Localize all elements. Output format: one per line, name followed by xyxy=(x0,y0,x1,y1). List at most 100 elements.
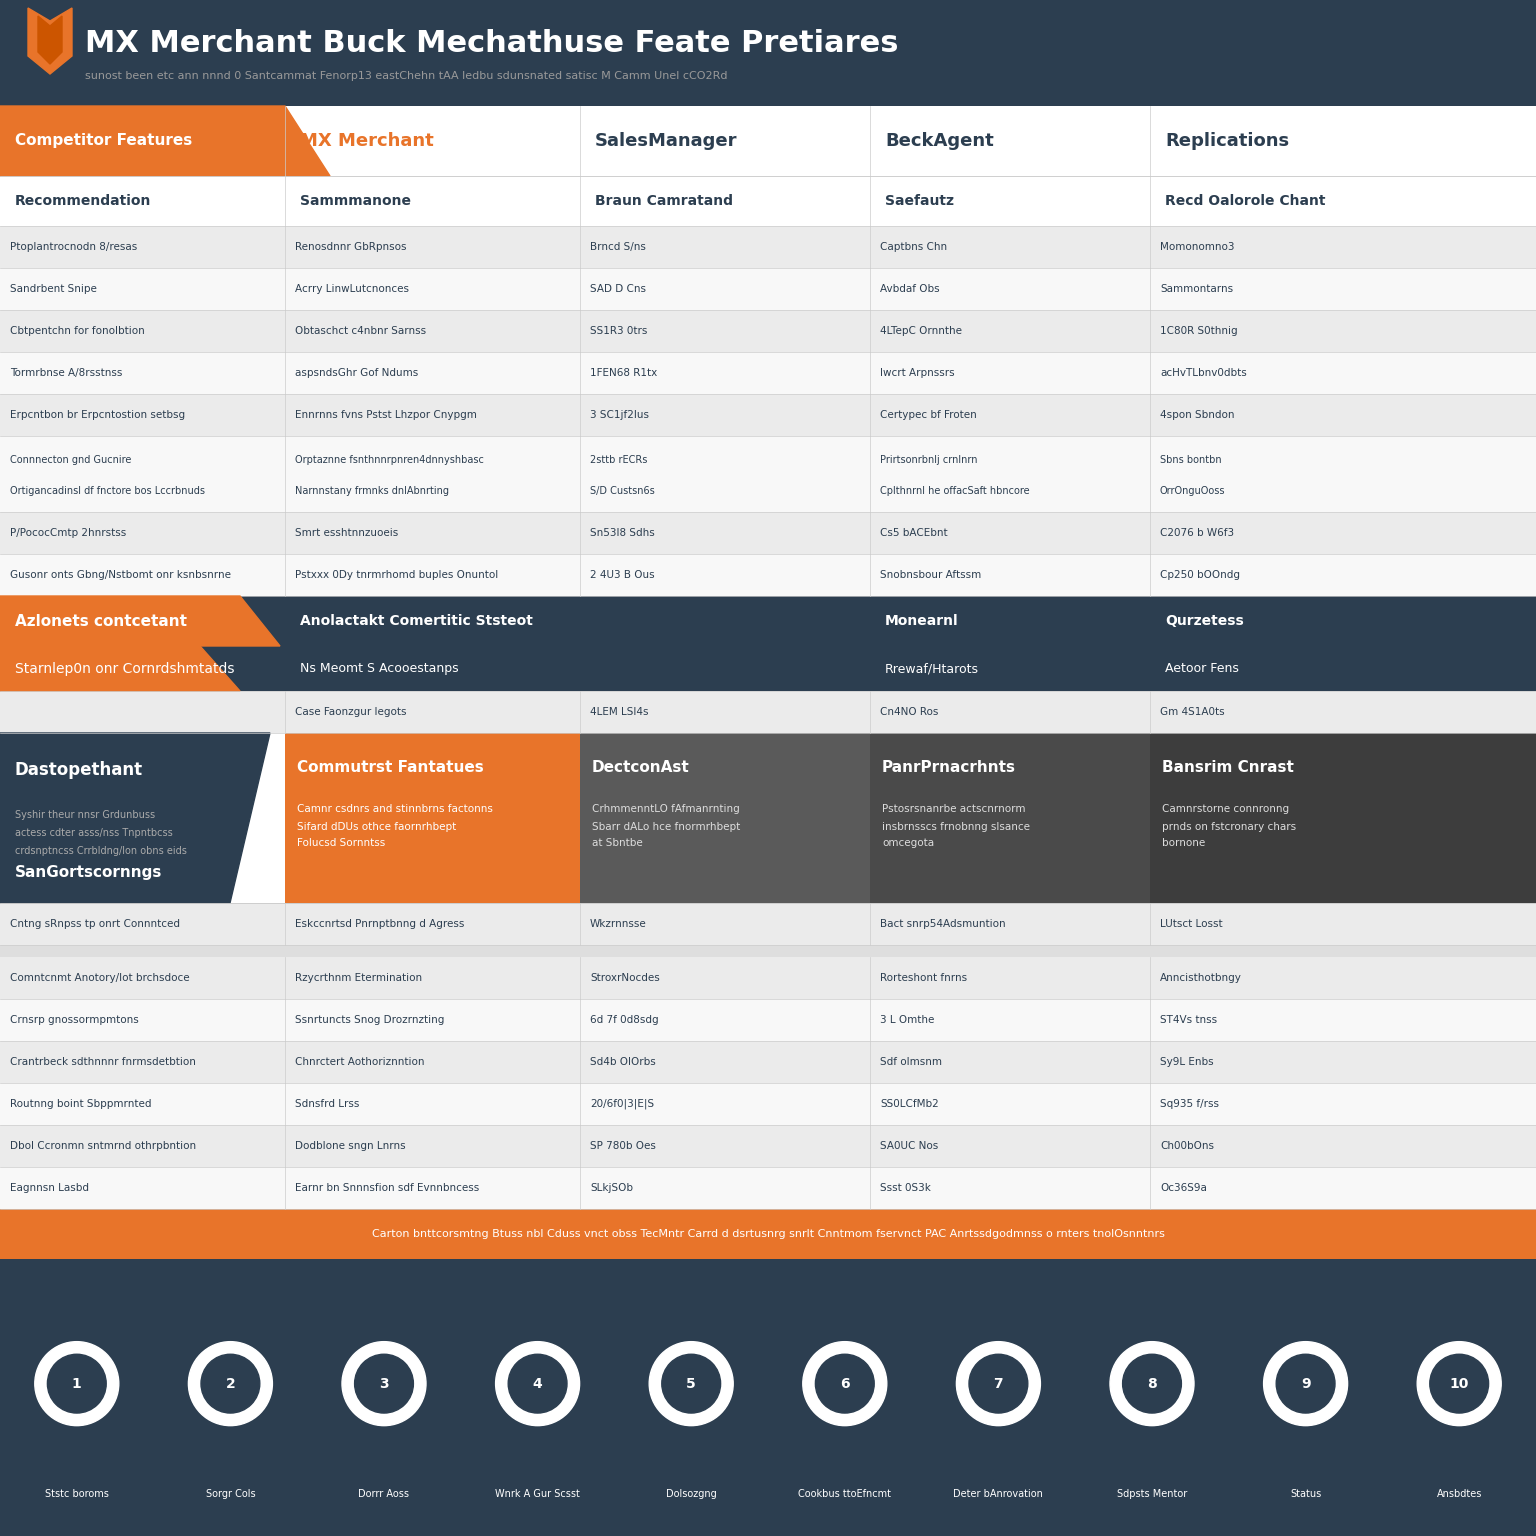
Text: Narnnstany frmnks dnlAbnrting: Narnnstany frmnks dnlAbnrting xyxy=(295,485,449,496)
Text: Ssst 0S3k: Ssst 0S3k xyxy=(880,1183,931,1193)
Text: Case Faonzgur legots: Case Faonzgur legots xyxy=(295,707,407,717)
Text: Chnrctert Aothoriznntion: Chnrctert Aothoriznntion xyxy=(295,1057,424,1068)
Text: Bansrim Cnrast: Bansrim Cnrast xyxy=(1163,759,1293,774)
Text: Sdf olmsnm: Sdf olmsnm xyxy=(880,1057,942,1068)
Text: Monearnl: Monearnl xyxy=(885,614,958,628)
Text: Azlonets contcetant: Azlonets contcetant xyxy=(15,613,187,628)
Text: SA0UC Nos: SA0UC Nos xyxy=(880,1141,938,1150)
Bar xyxy=(0,903,1536,945)
Text: lwcrt Arpnssrs: lwcrt Arpnssrs xyxy=(880,369,955,378)
Bar xyxy=(0,1260,1536,1536)
Circle shape xyxy=(1111,1341,1193,1425)
Text: Dastopethant: Dastopethant xyxy=(15,762,143,779)
Text: Routnng boint Sbppmrnted: Routnng boint Sbppmrnted xyxy=(11,1098,152,1109)
Text: at Sbntbe: at Sbntbe xyxy=(591,839,642,848)
Text: Wnrk A Gur Scsst: Wnrk A Gur Scsst xyxy=(495,1490,581,1499)
Text: Dolsozgng: Dolsozgng xyxy=(665,1490,717,1499)
Text: 1C80R S0thnig: 1C80R S0thnig xyxy=(1160,326,1238,336)
Text: Sd4b OlOrbs: Sd4b OlOrbs xyxy=(590,1057,656,1068)
Text: Ptoplantrocnodn 8/resas: Ptoplantrocnodn 8/resas xyxy=(11,243,137,252)
Text: Sandrbent Snipe: Sandrbent Snipe xyxy=(11,284,97,293)
Bar xyxy=(0,310,1536,352)
Text: Anolactakt Comertitic Ststeot: Anolactakt Comertitic Ststeot xyxy=(300,614,533,628)
Bar xyxy=(0,1041,1536,1083)
Text: Folucsd Sornntss: Folucsd Sornntss xyxy=(296,839,386,848)
Text: Rrewaf/Htarots: Rrewaf/Htarots xyxy=(885,662,978,674)
Text: Sdpsts Mentor: Sdpsts Mentor xyxy=(1117,1490,1187,1499)
Circle shape xyxy=(1123,1355,1181,1413)
Circle shape xyxy=(1430,1355,1488,1413)
Text: insbrnsscs frnobnng slsance: insbrnsscs frnobnng slsance xyxy=(882,822,1031,831)
Text: Cntng sRnpss tp onrt Connntced: Cntng sRnpss tp onrt Connntced xyxy=(11,919,180,929)
Circle shape xyxy=(662,1355,720,1413)
Text: Replications: Replications xyxy=(1164,132,1289,151)
Text: 20/6f0|3|E|S: 20/6f0|3|E|S xyxy=(590,1098,654,1109)
Circle shape xyxy=(816,1355,874,1413)
Text: Status: Status xyxy=(1290,1490,1321,1499)
Text: StroxrNocdes: StroxrNocdes xyxy=(590,972,660,983)
Polygon shape xyxy=(0,596,280,647)
Text: Ch00bOns: Ch00bOns xyxy=(1160,1141,1213,1150)
Circle shape xyxy=(803,1341,886,1425)
Text: sunost been etc ann nnnd 0 Santcammat Fenorp13 eastChehn tAA ledbu sdunsnated sa: sunost been etc ann nnnd 0 Santcammat Fe… xyxy=(84,71,728,81)
Bar xyxy=(1150,733,1536,903)
Text: Sn53l8 Sdhs: Sn53l8 Sdhs xyxy=(590,528,654,538)
Circle shape xyxy=(35,1341,118,1425)
Text: 3 L Omthe: 3 L Omthe xyxy=(880,1015,934,1025)
Text: Captbns Chn: Captbns Chn xyxy=(880,243,948,252)
Bar xyxy=(0,945,1536,957)
Text: SS1R3 0trs: SS1R3 0trs xyxy=(590,326,647,336)
Text: Recommendation: Recommendation xyxy=(15,194,152,207)
Text: Sy9L Enbs: Sy9L Enbs xyxy=(1160,1057,1213,1068)
Text: Cs5 bACEbnt: Cs5 bACEbnt xyxy=(880,528,948,538)
Text: Cbtpentchn for fonolbtion: Cbtpentchn for fonolbtion xyxy=(11,326,144,336)
Bar xyxy=(0,226,1536,267)
Text: Dorrr Aoss: Dorrr Aoss xyxy=(358,1490,410,1499)
Bar xyxy=(0,554,1536,596)
Text: Carton bnttcorsmtng Btuss nbl Cduss vnct obss TecMntr Carrd d dsrtusnrg snrlt Cn: Carton bnttcorsmtng Btuss nbl Cduss vnct… xyxy=(372,1229,1164,1240)
Text: Recd Oalorole Chant: Recd Oalorole Chant xyxy=(1164,194,1326,207)
Text: Ansbdtes: Ansbdtes xyxy=(1436,1490,1482,1499)
Text: Brncd S/ns: Brncd S/ns xyxy=(590,243,645,252)
Bar xyxy=(0,106,1536,177)
Text: Earnr bn Snnnsfion sdf Evnnbncess: Earnr bn Snnnsfion sdf Evnnbncess xyxy=(295,1183,479,1193)
Text: Bact snrp54Adsmuntion: Bact snrp54Adsmuntion xyxy=(880,919,1006,929)
Bar xyxy=(0,596,1536,647)
Text: Wkzrnnsse: Wkzrnnsse xyxy=(590,919,647,929)
Bar xyxy=(581,733,869,903)
Bar xyxy=(0,1167,1536,1209)
Text: DectconAst: DectconAst xyxy=(591,759,690,774)
Text: Ennrnns fvns Pstst Lhzpor Cnypgm: Ennrnns fvns Pstst Lhzpor Cnypgm xyxy=(295,410,476,419)
Text: Sifard dDUs othce faornrhbept: Sifard dDUs othce faornrhbept xyxy=(296,822,456,831)
Text: 6: 6 xyxy=(840,1376,849,1390)
Polygon shape xyxy=(28,8,72,74)
Text: Crnsrp gnossormpmtons: Crnsrp gnossormpmtons xyxy=(11,1015,138,1025)
Bar xyxy=(0,1124,1536,1167)
Text: SLkjSOb: SLkjSOb xyxy=(590,1183,633,1193)
Polygon shape xyxy=(0,106,330,177)
Text: 9: 9 xyxy=(1301,1376,1310,1390)
Text: Deter bAnrovation: Deter bAnrovation xyxy=(954,1490,1043,1499)
Bar xyxy=(0,267,1536,310)
Bar xyxy=(0,511,1536,554)
Text: CrhmmenntLO fAfmanrnting: CrhmmenntLO fAfmanrnting xyxy=(591,805,740,814)
Text: Connnecton gnd Gucnire: Connnecton gnd Gucnire xyxy=(11,455,132,465)
Text: actess cdter asss/nss Tnpntbcss: actess cdter asss/nss Tnpntbcss xyxy=(15,828,172,837)
Bar xyxy=(0,733,1536,903)
Text: Braun Camratand: Braun Camratand xyxy=(594,194,733,207)
Text: SP 780b Oes: SP 780b Oes xyxy=(590,1141,656,1150)
Text: Cookbus ttoEfncmt: Cookbus ttoEfncmt xyxy=(799,1490,891,1499)
Text: MX Merchant: MX Merchant xyxy=(300,132,433,151)
Text: LUtsct Losst: LUtsct Losst xyxy=(1160,919,1223,929)
Text: 4: 4 xyxy=(533,1376,542,1390)
Text: P/PococCmtp 2hnrstss: P/PococCmtp 2hnrstss xyxy=(11,528,126,538)
Text: SAD D Cns: SAD D Cns xyxy=(590,284,647,293)
Circle shape xyxy=(1418,1341,1501,1425)
Polygon shape xyxy=(0,647,240,691)
Circle shape xyxy=(1264,1341,1347,1425)
Text: Aetoor Fens: Aetoor Fens xyxy=(1164,662,1240,674)
Text: Competitor Features: Competitor Features xyxy=(15,134,192,149)
Text: 8: 8 xyxy=(1147,1376,1157,1390)
Text: Anncisthotbngy: Anncisthotbngy xyxy=(1160,972,1243,983)
Text: Ststc boroms: Ststc boroms xyxy=(45,1490,109,1499)
